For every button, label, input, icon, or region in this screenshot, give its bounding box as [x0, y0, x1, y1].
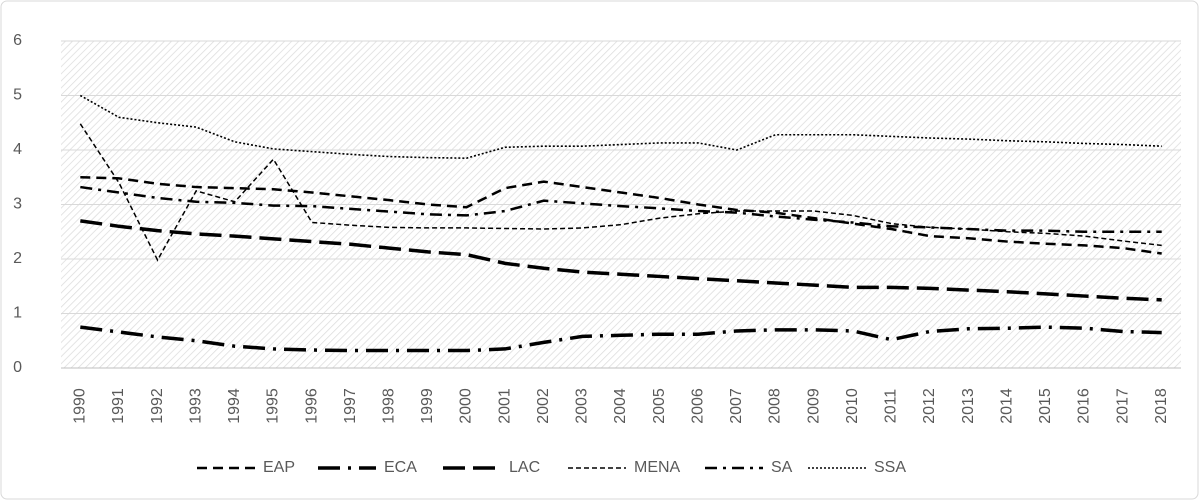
x-tick-label: 1997	[342, 388, 359, 424]
x-tick-label: 2006	[689, 388, 706, 424]
y-tick-label: 2	[13, 250, 22, 267]
legend-label: ECA	[384, 459, 417, 476]
x-tick-label: 1999	[419, 388, 436, 424]
x-tick-label: 2010	[844, 388, 861, 424]
x-tick-label: 2011	[883, 389, 900, 424]
y-tick-label: 6	[13, 32, 22, 49]
legend-label: LAC	[509, 459, 540, 476]
x-tick-label: 1993	[187, 388, 204, 424]
x-tick-label: 2012	[921, 388, 938, 424]
series-line	[80, 185, 1162, 233]
x-tick-label: 2002	[535, 388, 552, 424]
x-tick-label: 1994	[226, 388, 243, 424]
x-tick-label: 2003	[574, 388, 591, 424]
series-line	[79, 94, 1162, 159]
series-line	[79, 123, 1162, 262]
x-tick-label: 1996	[303, 388, 320, 424]
series-line	[80, 176, 1162, 255]
series-line	[80, 219, 1162, 302]
series-line	[80, 325, 1162, 353]
y-tick-label: 0	[13, 359, 22, 376]
legend-label: MENA	[634, 459, 681, 476]
x-tick-label: 2016	[1076, 388, 1093, 424]
x-tick-label: 1992	[149, 388, 166, 424]
legend-label: EAP	[263, 459, 295, 476]
y-tick-label: 4	[13, 141, 22, 158]
x-tick-label: 2017	[1114, 388, 1131, 424]
y-tick-label: 1	[13, 305, 22, 322]
y-tick-label: 3	[13, 196, 22, 213]
x-tick-label: 1995	[265, 388, 282, 424]
x-tick-label: 2007	[728, 388, 745, 424]
legend-label: SA	[771, 459, 793, 476]
legend-label: SSA	[874, 459, 906, 476]
x-tick-label: 1991	[110, 388, 127, 424]
x-tick-label: 2018	[1153, 388, 1170, 424]
y-tick-label: 5	[13, 87, 22, 104]
x-tick-label: 1990	[72, 388, 89, 424]
x-tick-label: 1998	[380, 388, 397, 424]
x-tick-label: 2005	[651, 388, 668, 424]
x-tick-label: 2004	[612, 388, 629, 424]
x-tick-label: 2001	[496, 388, 513, 424]
x-tick-label: 2013	[960, 388, 977, 424]
x-tick-label: 2009	[805, 388, 822, 424]
x-tick-label: 2008	[767, 388, 784, 424]
x-tick-label: 2000	[458, 388, 475, 424]
x-tick-label: 2014	[998, 388, 1015, 424]
x-tick-label: 2015	[1037, 388, 1054, 424]
